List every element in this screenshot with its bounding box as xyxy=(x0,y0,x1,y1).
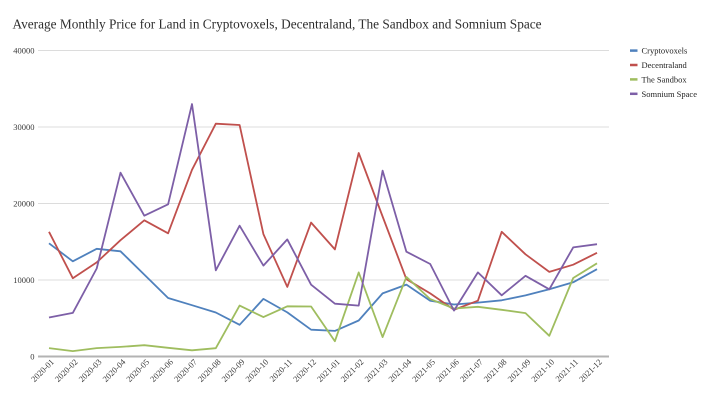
svg-text:The Sandbox: The Sandbox xyxy=(642,74,688,84)
svg-text:0: 0 xyxy=(30,352,34,362)
svg-text:40000: 40000 xyxy=(13,46,34,56)
svg-text:30000: 30000 xyxy=(13,122,34,132)
svg-text:Somnium Space: Somnium Space xyxy=(642,89,698,99)
svg-text:20000: 20000 xyxy=(13,199,34,209)
svg-text:Cryptovoxels: Cryptovoxels xyxy=(642,46,688,56)
svg-text:Decentraland: Decentraland xyxy=(642,60,688,70)
svg-text:Average Monthly Price for Land: Average Monthly Price for Land in Crypto… xyxy=(13,17,542,32)
svg-text:10000: 10000 xyxy=(13,275,34,285)
